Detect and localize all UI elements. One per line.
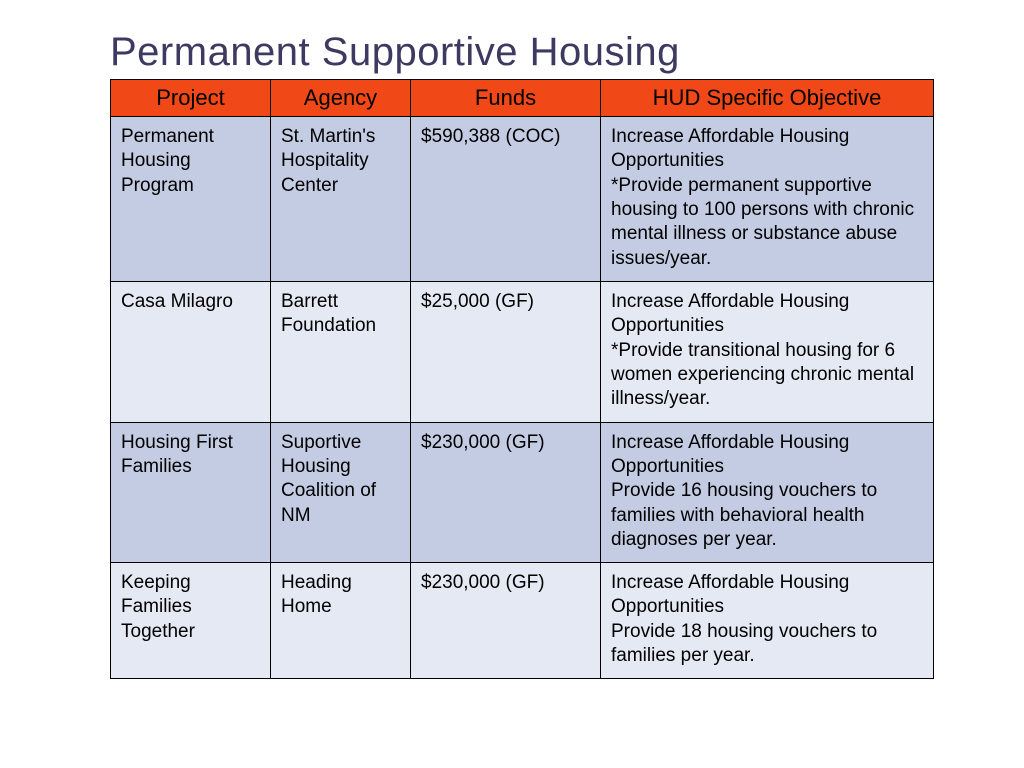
cell-project: Casa Milagro	[111, 282, 271, 423]
table-row: Permanent Housing ProgramSt. Martin's Ho…	[111, 117, 934, 282]
cell-project: Keeping Families Together	[111, 563, 271, 679]
cell-objective: Increase Affordable Housing Opportunitie…	[601, 117, 934, 282]
col-header-agency: Agency	[271, 80, 411, 117]
table-row: Housing First FamiliesSuportive Housing …	[111, 422, 934, 563]
cell-objective: Increase Affordable Housing Opportunitie…	[601, 282, 934, 423]
cell-project: Housing First Families	[111, 422, 271, 563]
cell-funds: $590,388 (COC)	[411, 117, 601, 282]
cell-agency: Barrett Foundation	[271, 282, 411, 423]
cell-funds: $230,000 (GF)	[411, 563, 601, 679]
table-header-row: Project Agency Funds HUD Specific Object…	[111, 80, 934, 117]
cell-objective: Increase Affordable Housing Opportunitie…	[601, 563, 934, 679]
cell-project: Permanent Housing Program	[111, 117, 271, 282]
page-title: Permanent Supportive Housing	[110, 30, 934, 75]
cell-funds: $25,000 (GF)	[411, 282, 601, 423]
slide: Permanent Supportive Housing Project Age…	[0, 0, 1024, 679]
table-row: Keeping Families TogetherHeading Home$23…	[111, 563, 934, 679]
cell-objective: Increase Affordable Housing Opportunitie…	[601, 422, 934, 563]
cell-agency: Suportive Housing Coalition of NM	[271, 422, 411, 563]
table-row: Casa MilagroBarrett Foundation$25,000 (G…	[111, 282, 934, 423]
cell-funds: $230,000 (GF)	[411, 422, 601, 563]
cell-agency: Heading Home	[271, 563, 411, 679]
col-header-project: Project	[111, 80, 271, 117]
housing-table: Project Agency Funds HUD Specific Object…	[110, 79, 934, 679]
col-header-funds: Funds	[411, 80, 601, 117]
col-header-objective: HUD Specific Objective	[601, 80, 934, 117]
cell-agency: St. Martin's Hospitality Center	[271, 117, 411, 282]
